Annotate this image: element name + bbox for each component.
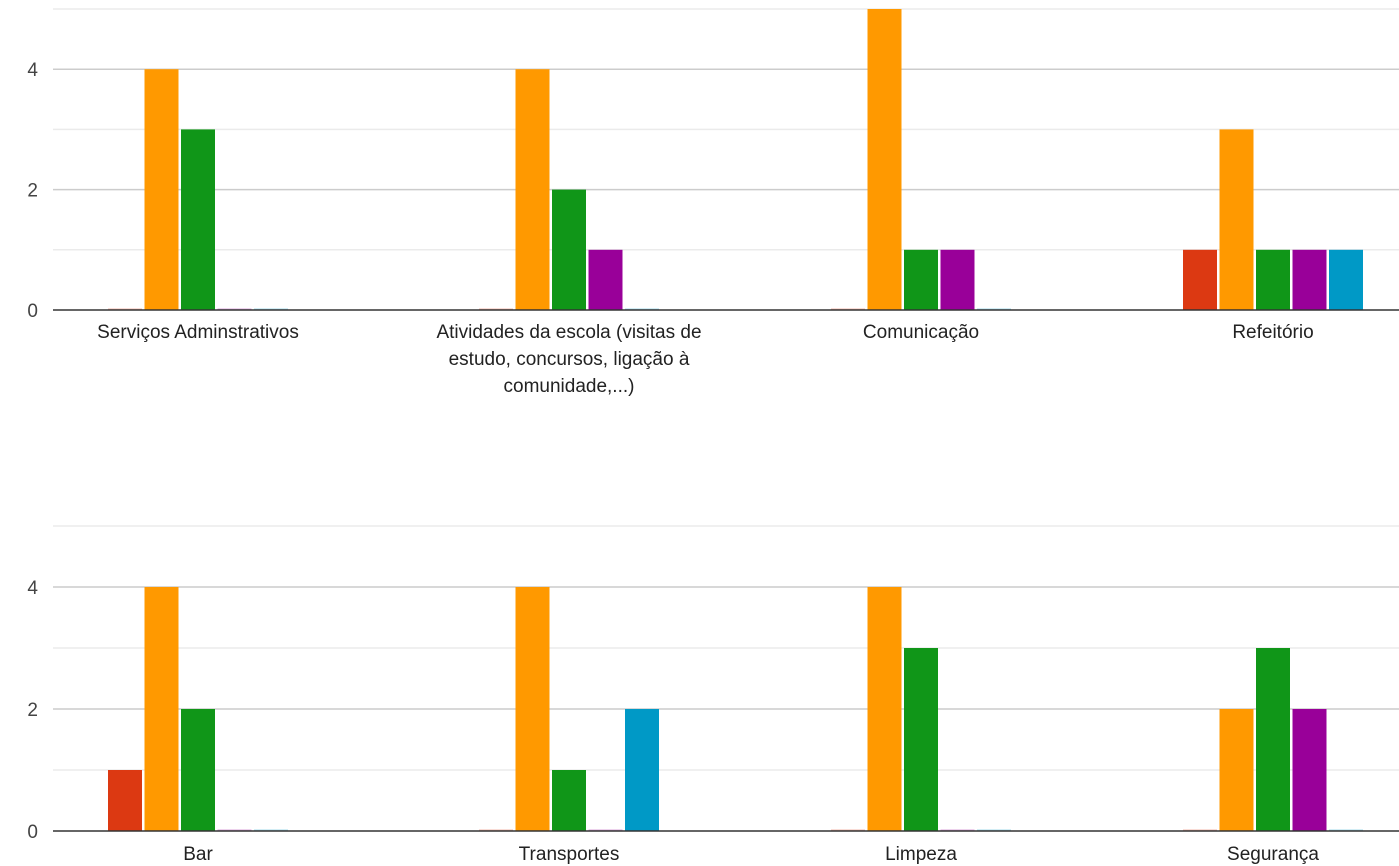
- bar: [1256, 249, 1290, 310]
- y-tick-label: 4: [27, 578, 38, 599]
- category-label: Serviços Adminstrativos: [97, 322, 299, 343]
- bar: [904, 648, 938, 831]
- bar: [181, 709, 215, 831]
- bar: [552, 189, 586, 310]
- bar: [515, 587, 550, 831]
- category-label: Comunicação: [863, 322, 979, 343]
- chart-2: 0 2 4 Bar Transportes Limpeza Segurança: [27, 525, 1399, 865]
- bar: [867, 587, 902, 831]
- chart-1: 0 2 4 Serviços Adminstrativos Atividades da …: [27, 8, 1399, 397]
- bar: [1292, 709, 1327, 831]
- bar: [625, 709, 659, 831]
- category-label: Transportes: [519, 844, 620, 865]
- bar: [144, 69, 179, 310]
- bar: [588, 249, 623, 310]
- bar: [108, 770, 142, 831]
- category-label: Refeitório: [1232, 322, 1313, 343]
- bar: [867, 9, 902, 310]
- y-tick-label: 2: [27, 700, 38, 721]
- y-tick-label: 2: [27, 181, 38, 202]
- bar: [1256, 648, 1290, 831]
- category-label: Limpeza: [885, 844, 957, 865]
- bar: [144, 587, 179, 831]
- bar: [1292, 249, 1327, 310]
- bar: [940, 249, 975, 310]
- bar: [1329, 249, 1363, 310]
- bar: [515, 69, 550, 310]
- category-label: Atividades da escola (visitas de estudo, …: [436, 322, 701, 397]
- bar: [904, 249, 938, 310]
- y-tick-label: 0: [27, 301, 38, 322]
- y-tick-label: 4: [27, 60, 38, 81]
- bar: [552, 770, 586, 831]
- y-tick-label: 0: [27, 822, 38, 843]
- bar: [1183, 249, 1217, 310]
- bar: [1219, 129, 1254, 310]
- bar: [181, 129, 215, 310]
- bar: [1219, 709, 1254, 831]
- category-label: Segurança: [1227, 844, 1319, 865]
- category-label: Bar: [183, 844, 213, 865]
